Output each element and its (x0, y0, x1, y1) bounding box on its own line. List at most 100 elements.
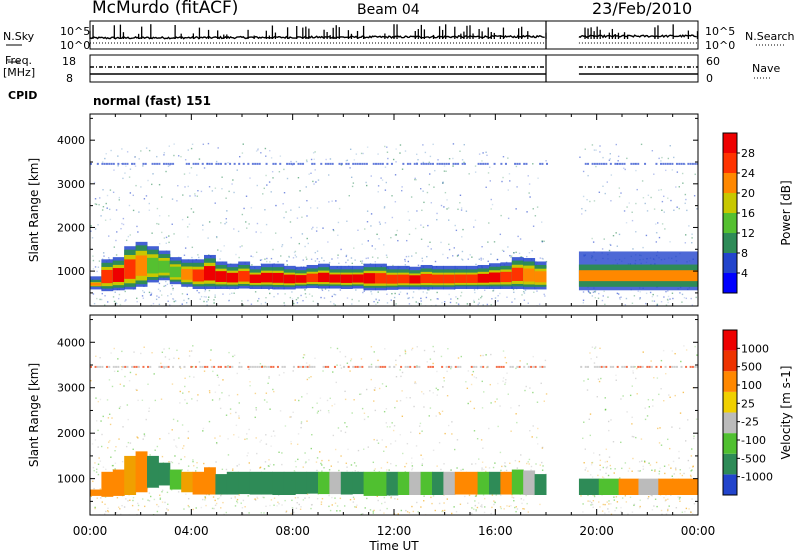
scatter-pixel (260, 439, 262, 442)
x-tick-label: 20:00 (579, 524, 614, 538)
scatter-pixel (345, 255, 348, 258)
scatter-pixel (436, 394, 438, 396)
band-cell (500, 471, 513, 495)
scatter-pixel (207, 299, 210, 301)
scatter-pixel (383, 207, 386, 209)
scatter-pixel (113, 169, 115, 171)
sparse-layer-pixel (329, 162, 332, 165)
band-cell (511, 469, 524, 495)
scatter-pixel (297, 177, 300, 179)
scatter-pixel (436, 465, 438, 467)
scatter-pixel (353, 498, 355, 500)
scatter-pixel (265, 174, 267, 177)
scatter-pixel (303, 354, 305, 356)
sparse-layer-pixel (368, 365, 371, 368)
scatter-pixel (428, 415, 430, 417)
scatter-pixel (532, 391, 534, 394)
scatter-pixel (421, 209, 423, 212)
scatter-pixel (521, 502, 523, 505)
scatter-pixel (187, 469, 189, 472)
sparse-layer-pixel (671, 162, 674, 165)
scatter-pixel (238, 417, 240, 419)
scatter-pixel (415, 445, 418, 447)
scatter-pixel (692, 465, 694, 467)
scatter-pixel (101, 292, 104, 295)
scatter-pixel (377, 499, 379, 502)
scatter-pixel (429, 241, 431, 243)
scatter-pixel (443, 377, 445, 379)
scatter-pixel (406, 292, 409, 294)
scatter-pixel (473, 508, 475, 510)
scatter-pixel (450, 367, 452, 370)
scatter-pixel (102, 206, 105, 208)
scatter-pixel (237, 230, 240, 233)
scatter-pixel (259, 259, 262, 261)
scatter-pixel (481, 506, 483, 508)
scatter-pixel (606, 466, 609, 468)
scatter-pixel (188, 355, 191, 357)
sparse-layer-pixel (379, 365, 382, 368)
sparse-layer-pixel (265, 162, 268, 165)
sparse-layer-pixel (215, 162, 218, 165)
scatter-pixel (400, 509, 403, 512)
sparse-layer-pixel (311, 365, 314, 368)
sparse-layer-pixel (381, 162, 384, 165)
scatter-pixel (166, 283, 169, 285)
scatter-pixel (290, 443, 292, 445)
scatter-pixel (225, 221, 228, 224)
scatter-pixel (469, 400, 472, 403)
sparse-layer-pixel (206, 162, 209, 165)
scatter-pixel (639, 291, 641, 293)
scatter-pixel (414, 178, 416, 181)
freq-unit-label: [MHz] (3, 66, 36, 79)
sparse-layer-pixel (612, 365, 615, 368)
scatter-pixel (460, 469, 462, 471)
scatter-pixel (665, 304, 668, 306)
scatter-pixel (475, 494, 478, 496)
scatter-pixel (482, 447, 484, 449)
scatter-pixel (474, 463, 477, 465)
scatter-pixel (666, 298, 669, 301)
scatter-pixel (696, 208, 698, 210)
sparse-layer-pixel (258, 162, 261, 165)
scatter-pixel (673, 473, 675, 475)
scatter-pixel (456, 467, 458, 469)
sparse-layer-pixel (188, 162, 191, 165)
band-core (352, 274, 365, 283)
scatter-pixel (516, 186, 518, 188)
scatter-pixel (334, 448, 337, 451)
scatter-pixel (296, 302, 299, 304)
sparse-layer-pixel (142, 162, 145, 165)
scatter-pixel (268, 459, 270, 461)
sparse-layer-pixel (584, 162, 587, 165)
scatter-pixel (594, 290, 597, 292)
scatter-pixel (620, 510, 622, 513)
scatter-pixel (167, 295, 169, 297)
scatter-pixel (298, 399, 300, 402)
scatter-pixel (461, 236, 463, 238)
scatter-pixel (618, 233, 621, 236)
band-core (101, 269, 114, 284)
scatter-pixel (311, 434, 313, 436)
scatter-pixel (113, 370, 116, 373)
scatter-pixel (347, 259, 349, 261)
scatter-pixel (545, 393, 548, 395)
scatter-pixel (116, 231, 118, 233)
sparse-layer-pixel (678, 162, 681, 165)
scatter-pixel (204, 499, 206, 501)
scatter-pixel (101, 433, 103, 436)
scatter-pixel (654, 469, 656, 471)
scatter-pixel (364, 228, 366, 230)
scatter-pixel (660, 301, 663, 303)
sparse-layer-pixel (254, 162, 257, 165)
scatter-pixel (101, 161, 104, 163)
scatter-pixel (367, 240, 369, 242)
sparse-layer-pixel (459, 365, 462, 368)
scatter-pixel (204, 496, 206, 498)
scatter-pixel (372, 461, 375, 464)
scatter-pixel (428, 289, 430, 291)
scatter-pixel (370, 290, 372, 293)
y-tick-label: 4000 (57, 134, 85, 147)
scatter-pixel (394, 234, 397, 236)
scatter-pixel (142, 289, 144, 292)
